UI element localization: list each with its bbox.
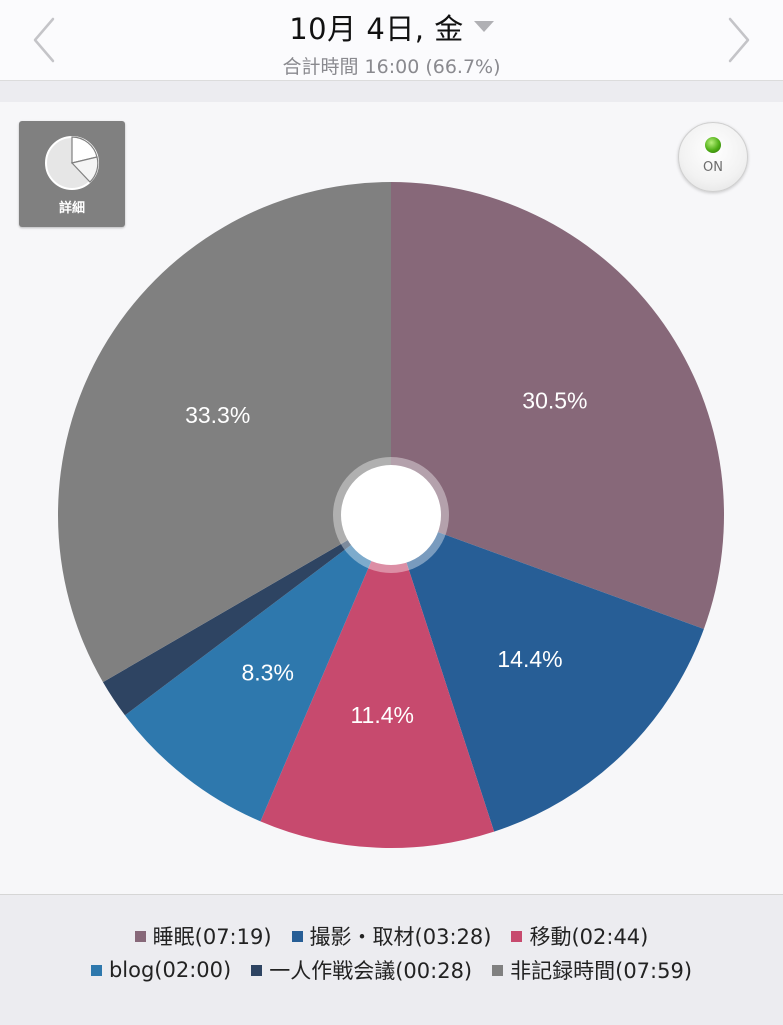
- legend-row: 睡眠(07:19) 撮影・取材(03:28) 移動(02:44): [0, 921, 783, 951]
- pie-slice[interactable]: [260, 515, 495, 848]
- pie-slice[interactable]: [391, 182, 725, 629]
- on-label: ON: [703, 160, 723, 175]
- legend-item: blog(02:00): [90, 955, 232, 985]
- total-time-subtitle: 合計時間 16:00 (66.7%): [282, 56, 501, 78]
- pie-chart-icon: [45, 136, 99, 190]
- legend-swatch: [511, 930, 523, 942]
- chart-legend: 睡眠(07:19) 撮影・取材(03:28) 移動(02:44) blog(02…: [0, 894, 783, 1025]
- legend-item: 一人作戦会議(00:28): [251, 955, 472, 985]
- slice-percent-label: 11.4%: [350, 702, 414, 728]
- header-separator: [0, 81, 783, 102]
- slice-percent-label: 8.3%: [241, 660, 293, 686]
- pie-slice[interactable]: [124, 515, 392, 822]
- legend-swatch: [251, 964, 263, 976]
- on-toggle-button[interactable]: ON: [678, 122, 748, 192]
- legend-label: 睡眠(07:19): [152, 925, 272, 949]
- legend-swatch: [90, 964, 102, 976]
- chevron-right-icon: [728, 17, 750, 63]
- pie-slice[interactable]: [391, 515, 704, 832]
- pie-slice[interactable]: [57, 182, 391, 683]
- next-day-button[interactable]: [719, 14, 759, 66]
- legend-label: blog(02:00): [108, 958, 232, 982]
- date-header: 10月 4日, 金 合計時間 16:00 (66.7%): [0, 0, 783, 81]
- legend-label: 一人作戦会議(00:28): [269, 959, 473, 983]
- legend-swatch: [492, 964, 504, 976]
- legend-label: 撮影・取材(03:28): [309, 925, 492, 949]
- detail-button[interactable]: 詳細: [19, 121, 125, 227]
- donut-hole: [341, 465, 441, 565]
- legend-item: 非記録時間(07:59): [492, 955, 692, 985]
- slice-percent-label: 14.4%: [497, 646, 562, 672]
- pie-chart[interactable]: 30.5% 14.4% 11.4% 8.3% 33.3%: [0, 0, 783, 894]
- legend-row: blog(02:00) 一人作戦会議(00:28) 非記録時間(07:59): [0, 955, 783, 985]
- legend-item: 撮影・取材(03:28): [291, 921, 492, 951]
- page-title: 10月 4日, 金: [289, 12, 464, 46]
- detail-label: 詳細: [58, 201, 85, 216]
- chevron-left-icon: [33, 17, 55, 63]
- slice-percent-label: 30.5%: [522, 387, 587, 413]
- slice-percent-label: 33.3%: [185, 402, 250, 428]
- legend-swatch: [291, 930, 303, 942]
- legend-label: 非記録時間(07:59): [510, 959, 693, 983]
- pie-slice[interactable]: [102, 515, 392, 716]
- green-led-icon: [705, 137, 721, 153]
- legend-item: 移動(02:44): [511, 921, 648, 951]
- legend-label: 移動(02:44): [529, 925, 649, 949]
- legend-swatch: [134, 930, 146, 942]
- triangle-down-icon: [473, 21, 494, 32]
- legend-item: 睡眠(07:19): [134, 921, 272, 951]
- previous-day-button[interactable]: [24, 14, 64, 66]
- date-selector[interactable]: 10月 4日, 金: [289, 6, 494, 48]
